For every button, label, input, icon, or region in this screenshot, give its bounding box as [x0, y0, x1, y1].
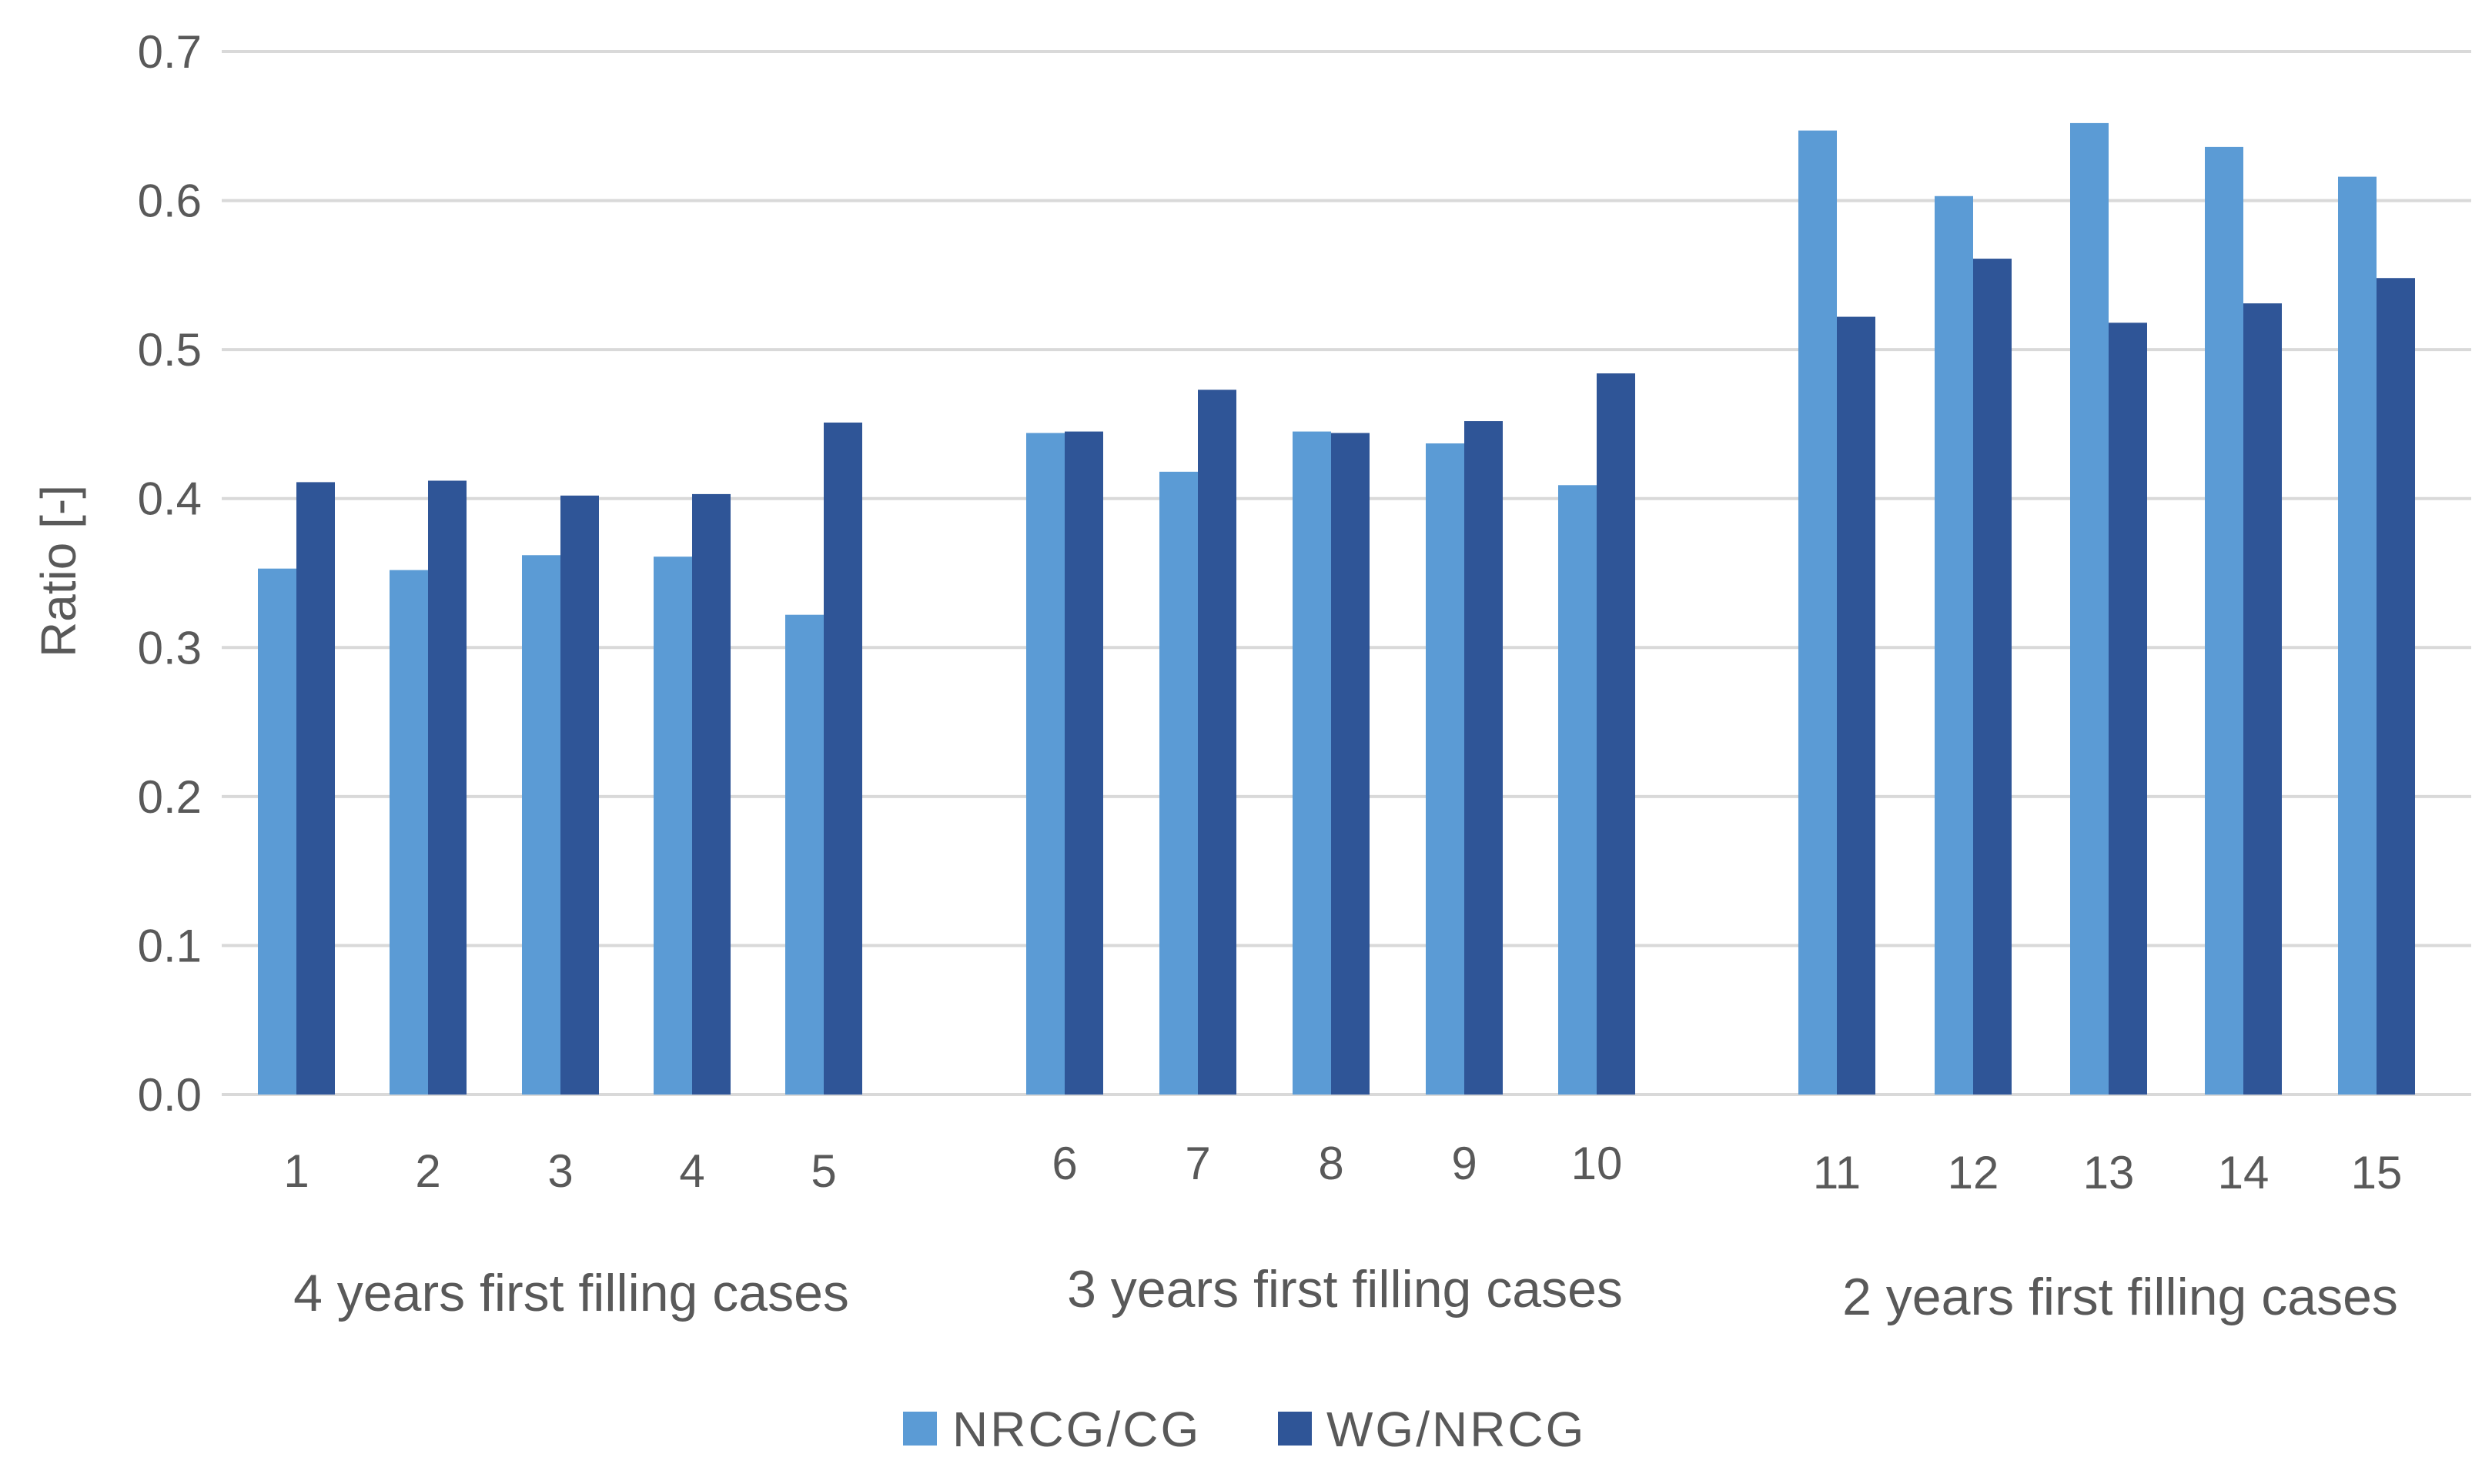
x-group-label: 2 years first filling cases [1842, 1268, 2398, 1326]
legend-swatch [903, 1412, 937, 1446]
bars [258, 122, 2415, 1095]
bar-nrcg-cg-7 [1159, 471, 1198, 1095]
bar-wg-nrcg-9 [1464, 421, 1503, 1095]
bar-wg-nrcg-14 [2243, 303, 2282, 1095]
y-tick-label: 0.1 [138, 920, 202, 971]
legend[interactable]: NRCG/CG WG/NRCG [903, 1402, 1586, 1457]
bar-wg-nrcg-10 [1597, 373, 1635, 1095]
x-group-label: 4 years first filling cases [293, 1264, 849, 1322]
x-category-label: 12 [1948, 1147, 1999, 1198]
x-category-label: 15 [2351, 1147, 2403, 1198]
y-tick-label: 0.7 [138, 26, 202, 78]
x-category-label: 14 [2218, 1147, 2270, 1198]
x-category-label: 1 [283, 1145, 309, 1197]
bar-wg-nrcg-15 [2377, 278, 2415, 1095]
bar-nrcg-cg-15 [2338, 176, 2377, 1095]
bar-nrcg-cg-13 [2070, 122, 2109, 1095]
legend-item-nrcg-cg[interactable]: NRCG/CG [903, 1402, 1201, 1457]
bar-wg-nrcg-8 [1331, 433, 1370, 1095]
bar-nrcg-cg-11 [1798, 130, 1837, 1095]
y-tick-label: 0.5 [138, 324, 202, 376]
bar-wg-nrcg-13 [2109, 323, 2147, 1095]
bar-wg-nrcg-6 [1065, 431, 1103, 1095]
x-category-label: 13 [2083, 1147, 2135, 1198]
y-tick-label: 0.4 [138, 473, 202, 525]
bar-nrcg-cg-4 [654, 556, 692, 1095]
legend-swatch [1278, 1412, 1312, 1446]
bar-nrcg-cg-3 [522, 555, 560, 1095]
bar-nrcg-cg-9 [1426, 443, 1464, 1095]
bar-nrcg-cg-6 [1026, 433, 1065, 1095]
x-category-label: 8 [1318, 1138, 1343, 1189]
y-axis-title: Ratio [-] [31, 485, 86, 657]
legend-label: WG/NRCG [1326, 1402, 1586, 1457]
y-axis-ticks: 0.0 0.1 0.2 0.3 0.4 0.5 0.6 0.7 [138, 26, 202, 1121]
y-tick-label: 0.6 [138, 175, 202, 227]
bar-wg-nrcg-11 [1837, 316, 1875, 1095]
x-category-label: 9 [1451, 1138, 1477, 1189]
bar-wg-nrcg-3 [560, 495, 599, 1095]
y-tick-label: 0.3 [138, 622, 202, 673]
bar-wg-nrcg-2 [428, 480, 467, 1095]
x-category-label: 2 [415, 1145, 440, 1197]
x-category-label: 7 [1185, 1138, 1210, 1189]
bar-nrcg-cg-2 [390, 570, 428, 1095]
bar-wg-nrcg-4 [692, 493, 731, 1095]
bar-nrcg-cg-14 [2205, 146, 2243, 1095]
x-axis-groups: 4 years first filling cases 3 years first… [293, 1260, 2398, 1326]
bar-wg-nrcg-1 [296, 482, 335, 1095]
x-axis-categories: 1 2 3 4 5 6 7 8 9 10 11 12 13 14 15 [283, 1138, 2402, 1198]
legend-label: NRCG/CG [952, 1402, 1201, 1457]
y-tick-label: 0.2 [138, 771, 202, 823]
bar-wg-nrcg-7 [1198, 389, 1236, 1095]
x-category-label: 10 [1571, 1138, 1623, 1189]
bar-nrcg-cg-12 [1935, 196, 1973, 1095]
x-category-label: 4 [679, 1145, 704, 1197]
bar-wg-nrcg-12 [1973, 259, 2012, 1095]
bar-nrcg-cg-10 [1558, 485, 1597, 1095]
bar-nrcg-cg-1 [258, 568, 296, 1095]
x-category-label: 11 [1813, 1147, 1861, 1198]
x-category-label: 5 [811, 1145, 836, 1197]
bar-nrcg-cg-5 [785, 614, 824, 1095]
x-group-label: 3 years first filling cases [1067, 1260, 1623, 1319]
bar-nrcg-cg-8 [1293, 431, 1331, 1095]
x-category-label: 3 [547, 1145, 573, 1197]
x-category-label: 6 [1052, 1138, 1077, 1189]
legend-item-wg-nrcg[interactable]: WG/NRCG [1278, 1402, 1586, 1457]
bar-wg-nrcg-5 [824, 422, 862, 1095]
y-tick-label: 0.0 [138, 1069, 202, 1121]
